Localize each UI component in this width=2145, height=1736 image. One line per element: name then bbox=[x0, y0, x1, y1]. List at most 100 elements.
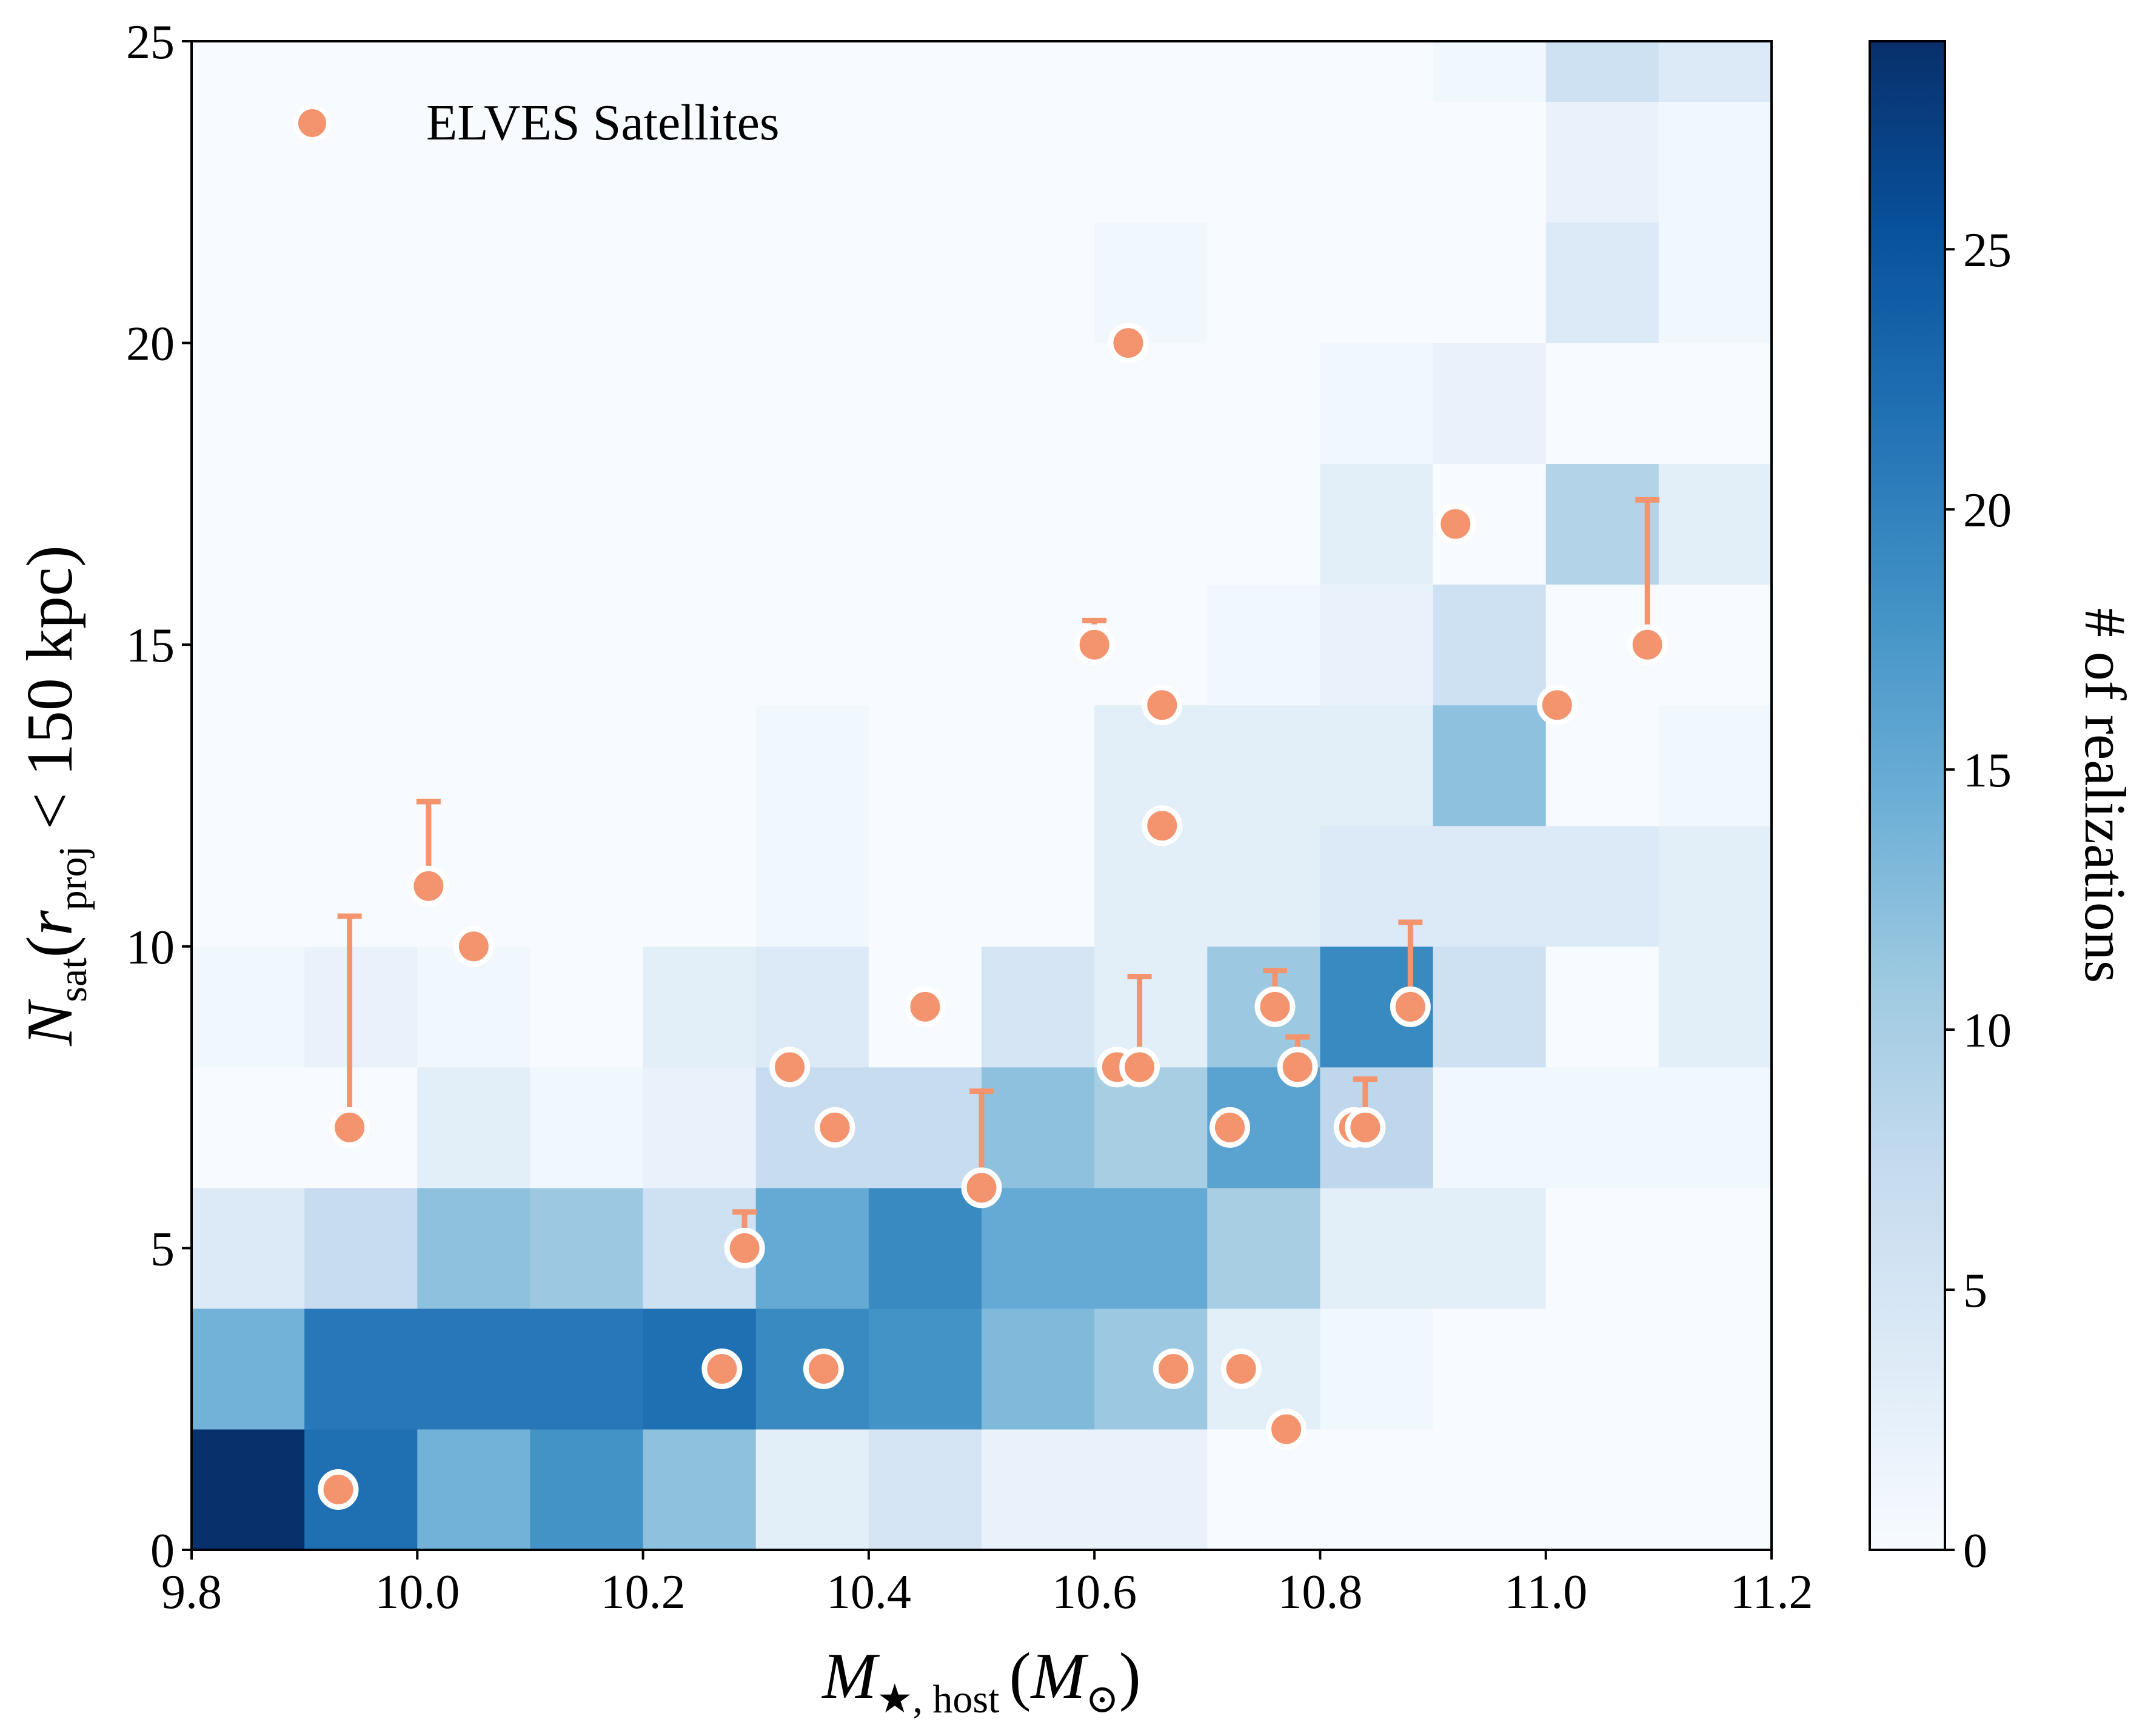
heatmap-cell bbox=[982, 1067, 1095, 1188]
heatmap-cell bbox=[1658, 41, 1772, 102]
heatmap-cell bbox=[1545, 1067, 1659, 1188]
y-tick-label: 20 bbox=[126, 318, 175, 371]
heatmap-cell bbox=[1207, 463, 1320, 585]
heatmap-cell bbox=[417, 1308, 530, 1430]
heatmap-cell bbox=[1545, 463, 1659, 585]
heatmap-cell bbox=[1433, 584, 1547, 706]
heatmap-cell bbox=[1545, 41, 1659, 102]
heatmap-cell bbox=[982, 41, 1095, 102]
x-tick-label: 10.0 bbox=[375, 1566, 460, 1619]
y-tick-label: 25 bbox=[126, 16, 175, 69]
heatmap-cell bbox=[304, 705, 418, 826]
heatmap-cell bbox=[643, 705, 757, 826]
heatmap-cell bbox=[192, 1429, 305, 1550]
heatmap-cell bbox=[192, 705, 305, 826]
heatmap-cell bbox=[1094, 222, 1208, 344]
heatmap-cell bbox=[530, 41, 644, 102]
satellite-point bbox=[1627, 624, 1668, 665]
heatmap-cell bbox=[643, 1067, 757, 1188]
heatmap-cell bbox=[530, 1067, 644, 1188]
y-tick-label: 5 bbox=[150, 1222, 175, 1276]
heatmap-cell bbox=[1320, 101, 1434, 223]
heatmap-cell bbox=[982, 705, 1095, 826]
heatmap-cell bbox=[868, 101, 982, 223]
satellite-point bbox=[1277, 1047, 1318, 1088]
heatmap-cell bbox=[417, 222, 530, 344]
heatmap-cell bbox=[530, 1308, 644, 1430]
heatmap-cell bbox=[304, 946, 418, 1068]
heatmap-cell bbox=[1094, 1067, 1208, 1188]
heatmap-cell bbox=[1433, 1308, 1547, 1430]
colorbar-ticks: 0 5 10 15 20 25 bbox=[1945, 224, 2012, 1578]
satellite-point bbox=[453, 926, 494, 967]
heatmap-cell bbox=[304, 1187, 418, 1309]
heatmap-cell bbox=[1658, 1429, 1772, 1550]
heatmap-cell bbox=[1207, 41, 1320, 102]
heatmap-cell bbox=[530, 222, 644, 344]
satellite-point bbox=[1210, 1107, 1251, 1148]
heatmap-cell bbox=[1320, 463, 1434, 585]
heatmap-cell bbox=[304, 584, 418, 706]
heatmap-cell bbox=[530, 946, 644, 1068]
heatmap-cell bbox=[1545, 705, 1659, 826]
heatmap bbox=[192, 41, 1772, 1550]
heatmap-cell bbox=[755, 1429, 869, 1550]
heatmap-cell bbox=[755, 343, 869, 464]
satellite-point bbox=[408, 865, 449, 907]
heatmap-cell bbox=[982, 101, 1095, 223]
heatmap-cell bbox=[1094, 101, 1208, 223]
plot-frame bbox=[190, 40, 1773, 1551]
heatmap-cell bbox=[192, 1187, 305, 1309]
heatmap-cell bbox=[1094, 343, 1208, 464]
satellite-point bbox=[1119, 1047, 1160, 1088]
colorbar-tick-label: 20 bbox=[1963, 484, 2012, 537]
heatmap-cell bbox=[868, 1308, 982, 1430]
colorbar-tick-label: 10 bbox=[1963, 1004, 2012, 1057]
heatmap-cell bbox=[1658, 463, 1772, 585]
heatmap-cell bbox=[1433, 101, 1547, 223]
heatmap-cell bbox=[1658, 1187, 1772, 1309]
satellite-point bbox=[1074, 624, 1115, 665]
heatmap-cell bbox=[982, 343, 1095, 464]
heatmap-cell bbox=[868, 222, 982, 344]
heatmap-cell bbox=[1207, 1187, 1320, 1309]
heatmap-cell bbox=[192, 946, 305, 1068]
heatmap-cell bbox=[1545, 946, 1659, 1068]
heatmap-cell bbox=[1320, 584, 1434, 706]
heatmap-cell bbox=[417, 705, 530, 826]
y-tick-label: 15 bbox=[126, 619, 175, 672]
heatmap-cell bbox=[192, 1067, 305, 1188]
satellite-point bbox=[961, 1167, 1002, 1208]
heatmap-cell bbox=[1207, 222, 1320, 344]
heatmap-cell bbox=[1207, 343, 1320, 464]
heatmap-cell bbox=[1433, 41, 1547, 102]
heatmap-cell bbox=[1658, 343, 1772, 464]
legend-label: ELVES Satellites bbox=[426, 95, 780, 151]
heatmap-cell bbox=[755, 222, 869, 344]
heatmap-cell bbox=[1658, 584, 1772, 706]
heatmap-cell bbox=[417, 1187, 530, 1309]
heatmap-cell bbox=[1320, 1429, 1434, 1550]
heatmap-cell bbox=[417, 41, 530, 102]
heatmap-cell bbox=[530, 101, 644, 223]
heatmap-cell bbox=[982, 1187, 1095, 1309]
heatmap-cell bbox=[1658, 946, 1772, 1068]
legend: ELVES Satellites bbox=[293, 95, 780, 151]
heatmap-cell bbox=[192, 41, 305, 102]
legend-marker bbox=[293, 104, 331, 142]
heatmap-cell bbox=[1545, 222, 1659, 344]
satellite-point bbox=[1108, 323, 1149, 364]
satellite-point bbox=[318, 1469, 359, 1510]
satellite-point bbox=[769, 1047, 811, 1088]
heatmap-cell bbox=[755, 584, 869, 706]
satellite-point bbox=[1254, 986, 1296, 1027]
heatmap-cell bbox=[192, 463, 305, 585]
heatmap-cell bbox=[530, 463, 644, 585]
heatmap-cell bbox=[1433, 1067, 1547, 1188]
heatmap-cell bbox=[304, 1308, 418, 1430]
heatmap-cell bbox=[1658, 222, 1772, 344]
satellite-point bbox=[803, 1348, 844, 1389]
satellite-point bbox=[724, 1227, 765, 1268]
satellite-point bbox=[1266, 1409, 1307, 1450]
